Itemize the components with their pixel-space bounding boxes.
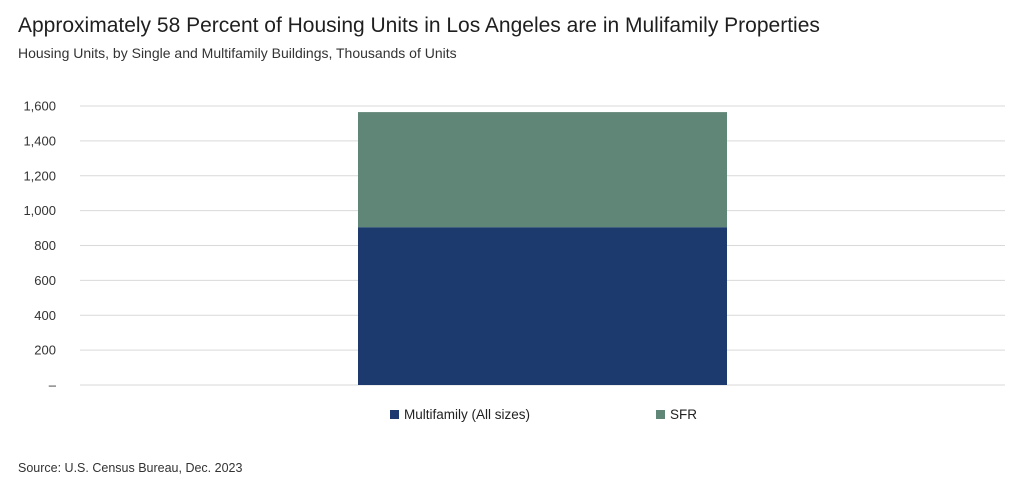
y-tick-label: 200: [34, 343, 56, 358]
legend-label: SFR: [670, 407, 697, 422]
source-note: Source: U.S. Census Bureau, Dec. 2023: [18, 461, 243, 475]
y-tick-label: 800: [34, 238, 56, 253]
y-tick-label: 400: [34, 308, 56, 323]
y-tick-label: 1,200: [23, 168, 56, 183]
y-tick-label: –: [49, 378, 57, 393]
legend-label: Multifamily (All sizes): [404, 407, 530, 422]
legend: Multifamily (All sizes) SFR: [390, 407, 697, 422]
y-tick-label: 600: [34, 273, 56, 288]
legend-swatch: [656, 410, 665, 419]
legend-swatch: [390, 410, 399, 419]
y-tick-label: 1,600: [23, 99, 56, 114]
chart-subtitle: Housing Units, by Single and Multifamily…: [18, 45, 457, 61]
bar-sfr: [358, 112, 727, 228]
bar-multifamily: [358, 227, 727, 385]
bars: [358, 112, 727, 385]
y-tick-label: 1,400: [23, 133, 56, 148]
chart-title: Approximately 58 Percent of Housing Unit…: [18, 14, 820, 37]
y-tick-label: 1,000: [23, 203, 56, 218]
y-axis-ticks: – 200 400 600 800 1,000 1,200 1,400 1,600: [23, 99, 56, 393]
